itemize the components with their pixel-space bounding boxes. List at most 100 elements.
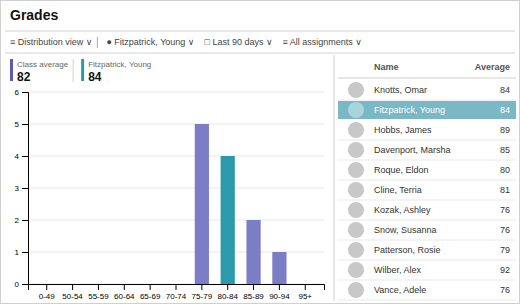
y-tick-mark xyxy=(22,220,28,221)
row-name: Wilber, Alex xyxy=(374,265,422,275)
bar xyxy=(221,156,235,284)
x-tick-label: 55-59 xyxy=(88,292,109,301)
stat-label: Class average xyxy=(17,60,69,69)
row-divider xyxy=(338,240,516,241)
chart-root: Grades ≡ Distribution view ∨ ● Fitzpatrick… xyxy=(0,0,520,304)
title: Grades xyxy=(10,7,58,23)
x-tick-label: 0-49 xyxy=(39,292,56,301)
x-tick-mark xyxy=(253,284,254,290)
table: Name Average Knotts, Omar 84 Fitzpatrick, Yo… xyxy=(338,62,516,300)
y-tick: 6 xyxy=(15,88,28,97)
avatar xyxy=(348,82,364,98)
x-tick-label: 85-89 xyxy=(243,292,264,301)
y-tick: 1 xyxy=(15,248,28,257)
avatar xyxy=(348,162,364,178)
toolbar-item: ● Fitzpatrick, Young ∨ xyxy=(106,37,194,47)
y-tick: 5 xyxy=(15,120,28,129)
y-axis-line xyxy=(22,93,29,285)
row-average: 80 xyxy=(500,165,510,175)
grid-line xyxy=(28,92,324,93)
avatar xyxy=(348,102,364,118)
stat-value: 82 xyxy=(17,70,31,84)
x-tick-label: 60-64 xyxy=(114,292,135,301)
grid-line xyxy=(28,188,324,189)
row-name: Roque, Eldon xyxy=(374,165,429,175)
x-tick-mark xyxy=(150,284,151,290)
avatar xyxy=(348,122,364,138)
row-divider xyxy=(338,280,516,281)
legend-swatch xyxy=(10,59,13,81)
row-average: 85 xyxy=(500,145,510,155)
y-tick-label: 6 xyxy=(15,88,20,97)
row-name: Snow, Susanna xyxy=(374,225,437,235)
row-name: Vance, Adele xyxy=(374,285,426,295)
bar xyxy=(117,284,131,285)
row-name: Kozak, Ashley xyxy=(374,205,431,215)
y-tick-mark xyxy=(22,156,28,157)
x-tick-mark xyxy=(124,284,125,290)
avatar xyxy=(348,222,364,238)
x-tick-mark xyxy=(201,284,202,290)
row-average: 76 xyxy=(500,225,510,235)
stat-separator xyxy=(73,59,74,82)
row-name: Knotts, Omar xyxy=(374,85,427,95)
x-tick-mark xyxy=(46,284,47,290)
bar xyxy=(143,284,157,285)
row-average: 81 xyxy=(500,185,510,195)
bar xyxy=(246,220,260,284)
y-tick-mark xyxy=(22,188,28,189)
row-divider xyxy=(338,300,516,301)
card xyxy=(1,1,520,304)
y-tick: 4 xyxy=(15,152,28,161)
divider xyxy=(5,31,515,32)
divider xyxy=(5,53,515,54)
grid-line xyxy=(28,220,324,221)
x-tick: 60-64 xyxy=(114,284,135,301)
toolbar-item: ≡ Distribution view ∨ xyxy=(10,37,92,47)
x-tick: 70-74 xyxy=(166,284,187,301)
row-average: 92 xyxy=(500,265,510,275)
x-tick-mark xyxy=(305,284,306,290)
bars xyxy=(195,124,287,284)
y-tick-mark xyxy=(22,284,28,285)
x-tick: 90-94 xyxy=(269,284,290,301)
grid-line xyxy=(28,156,324,157)
avatar xyxy=(348,242,364,258)
row-average: 76 xyxy=(500,205,510,215)
x-tick-label: 65-69 xyxy=(140,292,161,301)
x-tick: 95+ xyxy=(298,284,312,301)
divider xyxy=(334,55,335,301)
plot: 01234560-4950-5455-5960-6465-6970-7475-7… xyxy=(15,88,325,301)
row-divider xyxy=(338,260,516,261)
column-header: Name xyxy=(374,62,399,72)
x-axis-line xyxy=(29,285,325,291)
y-tick-label: 4 xyxy=(15,152,20,161)
toolbar-separator xyxy=(97,37,98,48)
x-tick-label: 95+ xyxy=(298,292,312,301)
x-tick: 0-49 xyxy=(39,284,56,301)
bar xyxy=(298,284,312,285)
row-average: 84 xyxy=(500,85,510,95)
bar xyxy=(272,252,286,284)
x-tick-mark xyxy=(227,284,228,290)
bar xyxy=(195,124,209,284)
grid xyxy=(28,92,324,284)
x-tick-label: 75-79 xyxy=(192,292,213,301)
row-name: Fitzpatrick, Young xyxy=(374,105,445,115)
column-header: Average xyxy=(475,62,510,72)
y-axis: 0123456 xyxy=(15,88,29,289)
row-average: 76 xyxy=(500,285,510,295)
grid-line xyxy=(28,124,324,125)
row-divider xyxy=(338,220,516,221)
avatar xyxy=(348,142,364,158)
x-tick: 80-84 xyxy=(217,284,238,301)
highlight-row xyxy=(338,101,516,119)
x-tick: 50-54 xyxy=(62,284,83,301)
x-tick-label: 70-74 xyxy=(166,292,187,301)
stat-label: Fitzpatrick, Young xyxy=(88,60,151,69)
bar xyxy=(40,284,54,285)
row-divider xyxy=(338,200,516,201)
stat-value: 84 xyxy=(88,70,102,84)
divider xyxy=(338,78,516,79)
y-tick-label: 1 xyxy=(15,248,20,257)
